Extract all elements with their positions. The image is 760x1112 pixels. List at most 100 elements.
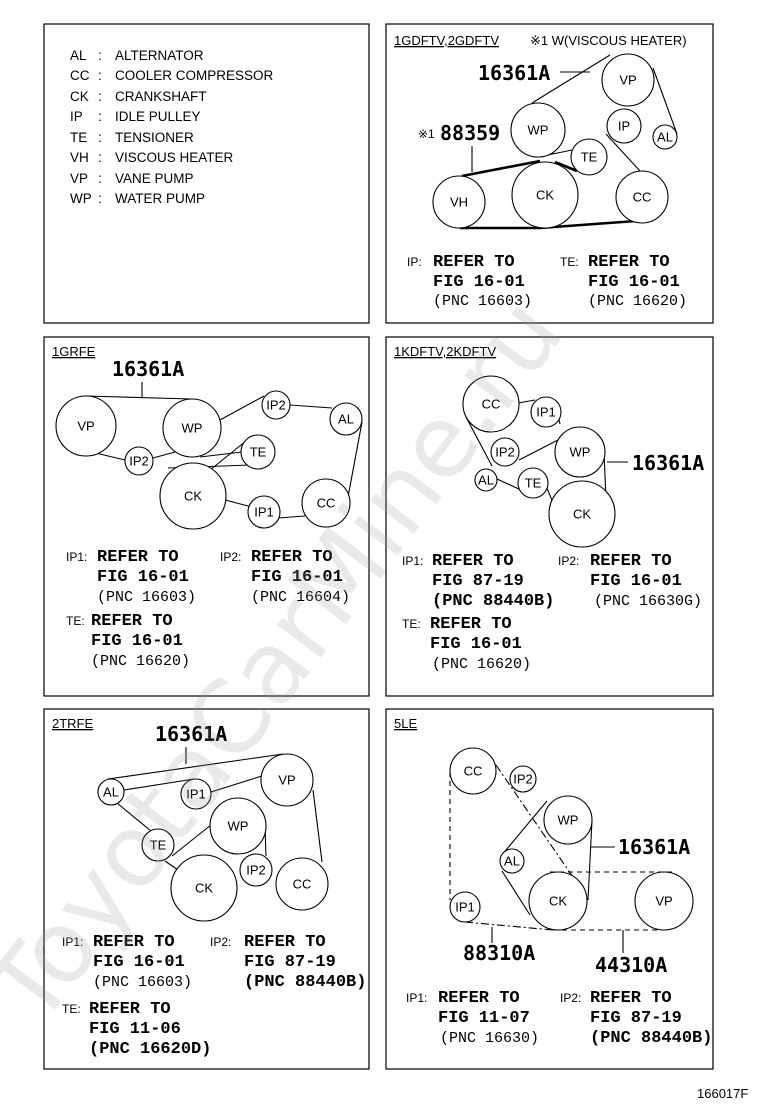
svg-text:CK: CK: [70, 89, 89, 104]
svg-text:WP: WP: [570, 445, 591, 460]
svg-text:(PNC 16603): (PNC 16603): [433, 293, 532, 310]
svg-text:IP1:: IP1:: [66, 550, 87, 564]
pulley-wp: WP: [554, 426, 606, 478]
svg-text:(PNC 88440B): (PNC 88440B): [432, 592, 554, 611]
part-number: 16361A: [112, 357, 184, 381]
svg-text:FIG 16-01: FIG 16-01: [430, 635, 522, 654]
legend-item: VP: VANE PUMP: [70, 171, 194, 186]
svg-text:IP:: IP:: [407, 255, 422, 269]
svg-text::: :: [98, 150, 102, 165]
svg-text:IP2:: IP2:: [558, 554, 579, 568]
legend-panel: AL: ALTERNATOR CC: COOLER COMPRESSOR CK: CR…: [43, 23, 370, 324]
pulley-te: TE: [240, 434, 276, 470]
svg-text:FIG 87-19: FIG 87-19: [432, 572, 524, 591]
svg-text:CC: CC: [293, 877, 312, 892]
svg-text:FIG 16-01: FIG 16-01: [433, 273, 525, 292]
pulley-te: TE: [517, 467, 549, 499]
legend-item: AL: ALTERNATOR: [70, 48, 204, 63]
svg-text:REFER TO: REFER TO: [433, 253, 515, 272]
svg-text::: :: [98, 68, 102, 83]
svg-text:REFER TO: REFER TO: [588, 253, 670, 272]
pulley-ip2: IP2: [261, 390, 291, 420]
svg-text:TE:: TE:: [66, 614, 85, 628]
part-number: 16361A: [478, 61, 550, 85]
svg-text:VP: VP: [655, 894, 672, 909]
svg-text:REFER TO: REFER TO: [432, 552, 514, 571]
legend-item: CC: COOLER COMPRESSOR: [70, 68, 274, 83]
svg-text:(PNC 16603): (PNC 16603): [97, 589, 196, 606]
pulley-ip1: IP1: [530, 396, 562, 428]
svg-text:CRANKSHAFT: CRANKSHAFT: [115, 89, 207, 104]
svg-text:VH: VH: [450, 195, 468, 210]
svg-text:IP1:: IP1:: [402, 554, 423, 568]
part-number: 16361A: [618, 835, 690, 859]
svg-text:CK: CK: [184, 489, 202, 504]
svg-text:FIG 16-01: FIG 16-01: [93, 953, 185, 972]
panel-title: 1GDFTV,2GDFTV: [394, 33, 499, 48]
svg-text:VP: VP: [77, 419, 94, 434]
pulley-ip2: IP2: [124, 446, 154, 476]
part-number: 88310A: [463, 941, 535, 965]
svg-text:REFER TO: REFER TO: [251, 548, 333, 567]
svg-text:FIG 11-07: FIG 11-07: [438, 1009, 530, 1028]
svg-text:IP1:: IP1:: [406, 991, 427, 1005]
svg-text::: :: [98, 191, 102, 206]
pulley-ip2: IP2: [509, 765, 537, 793]
svg-text:TENSIONER: TENSIONER: [115, 130, 194, 145]
pulley-cc: CC: [462, 375, 520, 433]
pulley-cc: CC: [449, 747, 497, 795]
pulley-ck: CK: [170, 854, 238, 922]
svg-text:IP: IP: [70, 109, 83, 124]
svg-text:CC: CC: [633, 190, 652, 205]
pulley-wp: WP: [510, 102, 566, 158]
pulley-al: AL: [499, 848, 525, 874]
pulley-cc: CC: [301, 478, 351, 528]
svg-text:(PNC 16620D): (PNC 16620D): [89, 1040, 211, 1059]
part-number: 44310A: [595, 953, 667, 977]
svg-text::: :: [98, 89, 102, 104]
svg-text:WP: WP: [558, 813, 579, 828]
pulley-al: AL: [329, 402, 363, 436]
svg-text:IP2: IP2: [129, 454, 149, 469]
svg-text:CC: CC: [464, 764, 483, 779]
svg-text:FIG 87-19: FIG 87-19: [590, 1009, 682, 1028]
svg-text:IP1: IP1: [536, 405, 556, 420]
svg-text:VANE PUMP: VANE PUMP: [115, 171, 194, 186]
svg-text:FIG 87-19: FIG 87-19: [244, 953, 336, 972]
svg-text:TE:: TE:: [402, 617, 421, 631]
pulley-vp: VP: [260, 753, 314, 807]
legend-item: VH: VISCOUS HEATER: [70, 150, 234, 165]
svg-text:AL: AL: [70, 48, 87, 63]
svg-text:(PNC 16620): (PNC 16620): [588, 293, 687, 310]
svg-text:IDLE PULLEY: IDLE PULLEY: [115, 109, 201, 124]
svg-text:REFER TO: REFER TO: [590, 989, 672, 1008]
pulley-ck: CK: [528, 871, 588, 931]
svg-text:IP1: IP1: [254, 505, 274, 520]
panel-title: 1KDFTV,2KDFTV: [394, 344, 496, 359]
svg-text:FIG 16-01: FIG 16-01: [251, 568, 343, 587]
svg-text:AL: AL: [338, 412, 354, 427]
part-number: 88359: [440, 121, 500, 145]
svg-text:CK: CK: [536, 188, 554, 203]
svg-text:(PNC 88440B): (PNC 88440B): [590, 1029, 712, 1048]
pulley-ip1: IP1: [247, 495, 281, 529]
pulley-wp: WP: [543, 795, 593, 845]
svg-text::: :: [98, 130, 102, 145]
legend-item: IP: IDLE PULLEY: [70, 109, 201, 124]
svg-text:TE:: TE:: [62, 1002, 81, 1016]
svg-text:TE: TE: [525, 476, 542, 491]
panel-1gdftv: 1GDFTV,2GDFTV ※1 W(VISCOUS HEATER) 16361…: [385, 23, 714, 324]
pulley-wp: WP: [209, 797, 267, 855]
pulley-te: TE: [570, 138, 608, 176]
svg-text:WP: WP: [528, 123, 549, 138]
